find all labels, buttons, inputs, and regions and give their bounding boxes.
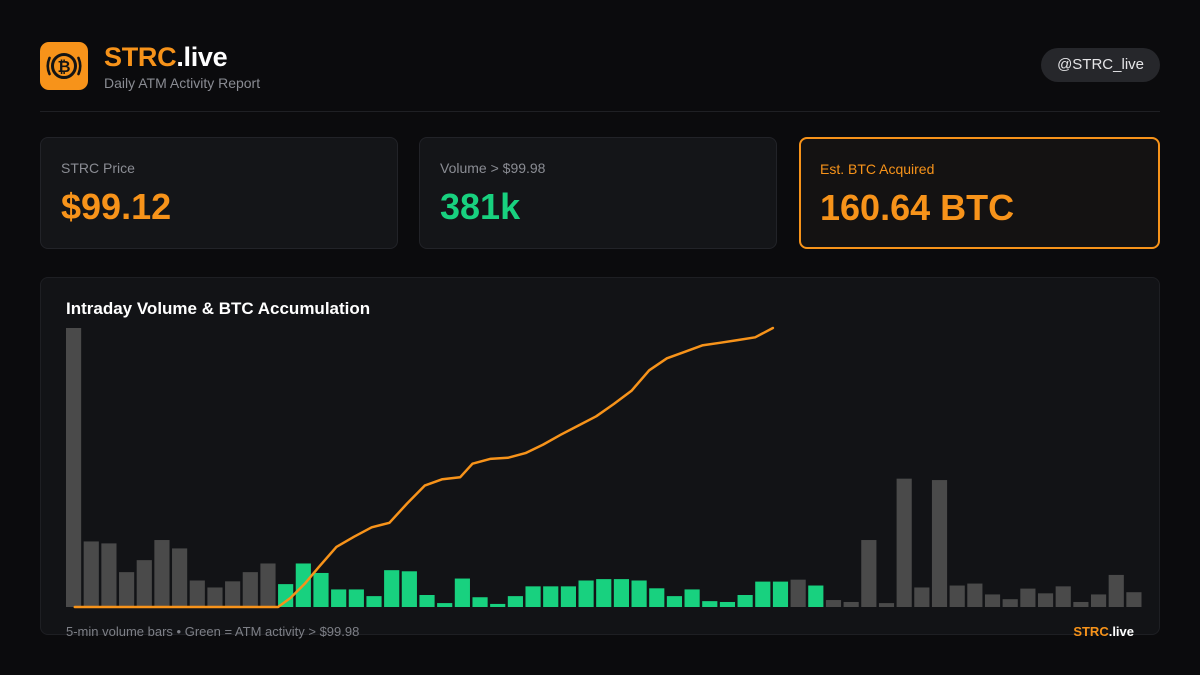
volume-bar — [1108, 574, 1124, 608]
volume-bar — [225, 581, 241, 607]
volume-bar — [1002, 599, 1018, 607]
volume-bar — [843, 601, 859, 607]
volume-bar — [825, 600, 842, 607]
volume-bar — [136, 560, 152, 607]
volume-bar-atm — [525, 586, 541, 607]
volume-bar — [154, 540, 170, 607]
volume-bar — [967, 583, 983, 607]
stat-value-btc-acquired: 160.64 BTC — [820, 187, 1015, 228]
volume-bar-atm — [613, 579, 630, 607]
stat-card-btc-acquired: Est. BTC Acquired 160.64 BTC — [799, 137, 1160, 249]
stat-value-price: $99.12 — [61, 186, 172, 227]
volume-bar — [949, 585, 965, 607]
volume-bar-atm — [490, 603, 506, 607]
volume-bar-atm — [348, 589, 364, 607]
volume-bar — [861, 540, 877, 607]
volume-bar — [984, 594, 1001, 607]
volume-bar-atm — [719, 601, 736, 607]
stat-card-price: STRC Price $99.12 — [40, 137, 398, 249]
volume-bar — [242, 572, 258, 608]
volume-bar — [1037, 593, 1054, 607]
volume-bar — [1126, 592, 1142, 607]
volume-bar-atm — [366, 596, 382, 607]
volume-bar-atm — [649, 588, 665, 607]
brand-title: STRC.live — [104, 42, 228, 72]
report-subtitle: Daily ATM Activity Report — [104, 75, 261, 91]
volume-bar-atm — [278, 584, 294, 607]
volume-bar-atm — [737, 595, 753, 607]
volume-bar — [931, 480, 948, 608]
volume-bar-atm — [596, 579, 612, 607]
volume-bar — [260, 563, 276, 607]
volume-chart — [66, 326, 1142, 609]
volume-bar-atm — [313, 572, 329, 607]
volume-bar — [1073, 601, 1089, 607]
volume-bar-atm — [384, 570, 400, 607]
volume-bar — [207, 587, 223, 607]
bitcoin-logo-icon: ₿ — [40, 42, 88, 90]
volume-bar-atm — [472, 597, 488, 608]
volume-bar-atm — [419, 595, 435, 607]
volume-bar-atm — [543, 586, 559, 607]
volume-bar — [101, 543, 117, 607]
volume-bar — [119, 572, 135, 608]
volume-bar-atm — [560, 586, 576, 607]
stat-label-btc-acquired: Est. BTC Acquired — [820, 161, 935, 177]
btc-accumulation-line — [73, 326, 775, 609]
volume-bar — [914, 587, 930, 607]
volume-bar — [878, 603, 895, 607]
volume-bar-atm — [755, 581, 771, 607]
stat-label-price: STRC Price — [61, 160, 135, 176]
volume-bar — [189, 580, 205, 607]
volume-bar-atm — [507, 596, 523, 607]
volume-bar-atm — [578, 580, 594, 607]
volume-bar — [1090, 594, 1107, 607]
chart-panel — [40, 277, 1160, 635]
volume-bar — [66, 328, 82, 607]
volume-bar — [172, 548, 188, 607]
header-divider — [40, 111, 1160, 112]
volume-bar-atm — [702, 601, 718, 607]
footer-brand-rest: .live — [1108, 624, 1134, 639]
volume-bar-atm — [666, 596, 683, 607]
stat-value-volume: 381k — [440, 186, 521, 227]
svg-text:₿: ₿ — [57, 57, 70, 76]
volume-bar-atm — [772, 581, 789, 607]
volume-bar-atm — [401, 571, 417, 607]
chart-footnote: 5-min volume bars • Green = ATM activity… — [66, 624, 360, 639]
brand-accent: STRC — [104, 42, 177, 72]
volume-bar — [1055, 586, 1071, 607]
volume-bar-atm — [808, 585, 824, 607]
volume-bar — [790, 579, 806, 607]
header: ₿ STRC.live Daily ATM Activity Report @S… — [40, 42, 1160, 92]
twitter-handle-button[interactable]: @STRC_live — [1041, 48, 1160, 82]
volume-bar-atm — [331, 589, 347, 607]
stat-label-volume: Volume > $99.98 — [440, 160, 546, 176]
volume-bar — [1020, 588, 1036, 607]
volume-bar-atm — [454, 578, 470, 607]
volume-bar-atm — [684, 589, 700, 607]
footer-brand-accent: STRC — [1073, 624, 1109, 639]
stat-card-volume: Volume > $99.98 381k — [419, 137, 777, 249]
volume-bar-atm — [437, 603, 453, 607]
volume-bar — [896, 478, 912, 607]
brand-rest: .live — [176, 42, 228, 72]
footer-brand: STRC.live — [1073, 624, 1134, 639]
chart-title: Intraday Volume & BTC Accumulation — [66, 299, 371, 318]
volume-bar — [83, 541, 99, 607]
volume-bar-atm — [631, 580, 647, 607]
